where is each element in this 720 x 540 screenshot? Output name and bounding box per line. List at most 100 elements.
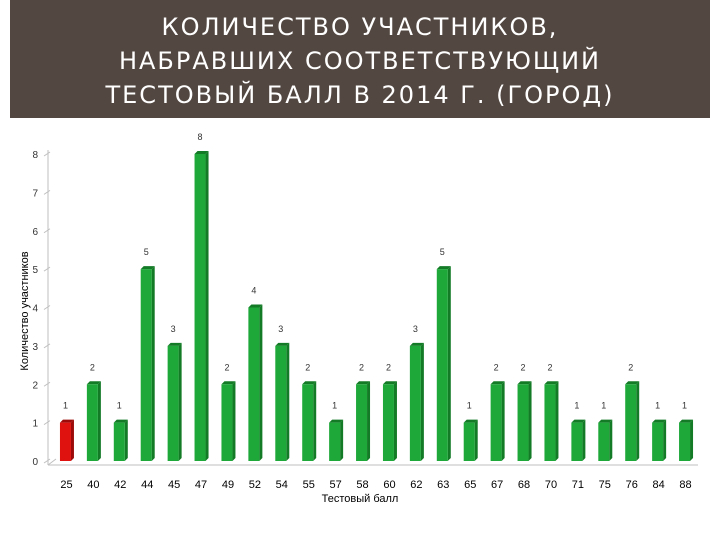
bar-side	[367, 381, 371, 461]
bar-side	[286, 342, 290, 461]
bar-top	[302, 381, 317, 385]
bar-top	[275, 342, 290, 346]
y-tick-mark	[43, 381, 51, 387]
bar	[463, 419, 478, 461]
title-bar	[10, 0, 710, 118]
bar-side	[447, 266, 451, 461]
bar-top	[194, 151, 209, 154]
bar	[598, 419, 613, 461]
bar-side	[555, 381, 559, 461]
bar	[194, 151, 209, 461]
bar	[652, 419, 667, 461]
bar-front	[329, 422, 341, 461]
y-tick-mark	[43, 266, 51, 272]
y-tick-mark	[43, 228, 51, 234]
bar-front	[275, 345, 287, 461]
bar	[167, 342, 182, 461]
bar-top	[86, 381, 101, 385]
bar-top	[571, 419, 586, 423]
bar	[409, 342, 424, 461]
y-tick-label: 4	[32, 304, 38, 315]
bar-front	[652, 422, 664, 461]
bar	[221, 381, 236, 461]
y-axis-title: Количество участников	[19, 251, 31, 370]
x-tick-label: 84	[653, 479, 665, 491]
data-label: 1	[574, 401, 579, 411]
bar-side	[340, 419, 344, 461]
x-tick-label: 40	[87, 479, 99, 491]
y-tick-mark	[43, 305, 51, 310]
bar	[382, 381, 397, 461]
bar-side	[690, 419, 694, 461]
bar-top	[409, 342, 424, 346]
bar	[275, 342, 290, 461]
data-label: 3	[171, 324, 176, 334]
bar-front	[59, 422, 71, 461]
x-tick-label: 70	[545, 479, 557, 491]
bar-front	[625, 384, 637, 461]
bar-top	[167, 342, 182, 346]
x-tick-label: 65	[464, 479, 476, 491]
bar-top	[490, 381, 505, 385]
bar-front	[679, 422, 691, 461]
bar	[517, 381, 532, 461]
y-tick-label: 8	[32, 150, 38, 161]
bar-side	[663, 419, 667, 461]
bar	[356, 381, 371, 461]
bar-side	[609, 419, 613, 461]
title-line-2: НАБРАВШИХ СООТВЕТСТВУЮЩИЙ	[118, 47, 602, 75]
bar-top	[463, 419, 478, 423]
bar	[248, 304, 263, 461]
data-label: 2	[359, 362, 364, 372]
data-label: 3	[413, 324, 418, 334]
data-label: 1	[117, 401, 122, 411]
slide-title: КОЛИЧЕСТВО УЧАСТНИКОВ, НАБРАВШИХ СООТВЕТ…	[10, 10, 710, 112]
bar-side	[528, 381, 532, 461]
bar-top	[382, 381, 397, 385]
bar	[436, 266, 451, 461]
bar	[625, 381, 640, 461]
bar-side	[474, 419, 478, 461]
bar-side	[70, 419, 74, 461]
data-label: 1	[63, 401, 68, 411]
y-tick-label: 0	[32, 457, 38, 468]
bar-top	[517, 381, 532, 385]
data-label: 1	[655, 401, 660, 411]
bar-front	[409, 345, 421, 461]
data-label: 5	[144, 247, 149, 257]
bar-front	[463, 422, 475, 461]
data-label: 2	[386, 362, 391, 372]
bar-side	[178, 342, 182, 461]
y-tick-label: 3	[32, 342, 38, 353]
x-tick-label: 58	[356, 479, 368, 491]
data-label: 2	[521, 362, 526, 372]
y-tick-mark	[43, 458, 51, 464]
data-label: 1	[601, 401, 606, 411]
bar	[113, 419, 128, 461]
data-label: 2	[90, 362, 95, 372]
y-tick-label: 6	[32, 227, 38, 238]
x-axis-title: Тестовый балл	[322, 493, 399, 505]
bar-top	[598, 419, 613, 423]
floor-corner-line	[47, 458, 57, 466]
bar-side	[313, 381, 317, 461]
bar-top	[221, 381, 236, 385]
bar-front	[194, 154, 206, 461]
bar-front	[517, 384, 529, 461]
bar-front	[302, 384, 314, 461]
bar-side	[232, 381, 236, 461]
x-tick-label: 63	[437, 479, 449, 491]
bar-top	[436, 266, 451, 270]
bar-side	[582, 419, 586, 461]
x-tick-label: 47	[195, 479, 207, 491]
bar-side	[420, 342, 424, 461]
bar-top	[59, 419, 74, 423]
x-tick-label: 68	[518, 479, 530, 491]
bar	[86, 381, 101, 461]
data-label: 1	[332, 401, 337, 411]
bar-front	[248, 307, 260, 461]
y-tick-mark	[43, 343, 51, 349]
data-label: 2	[224, 362, 229, 372]
x-tick-label: 44	[141, 479, 153, 491]
